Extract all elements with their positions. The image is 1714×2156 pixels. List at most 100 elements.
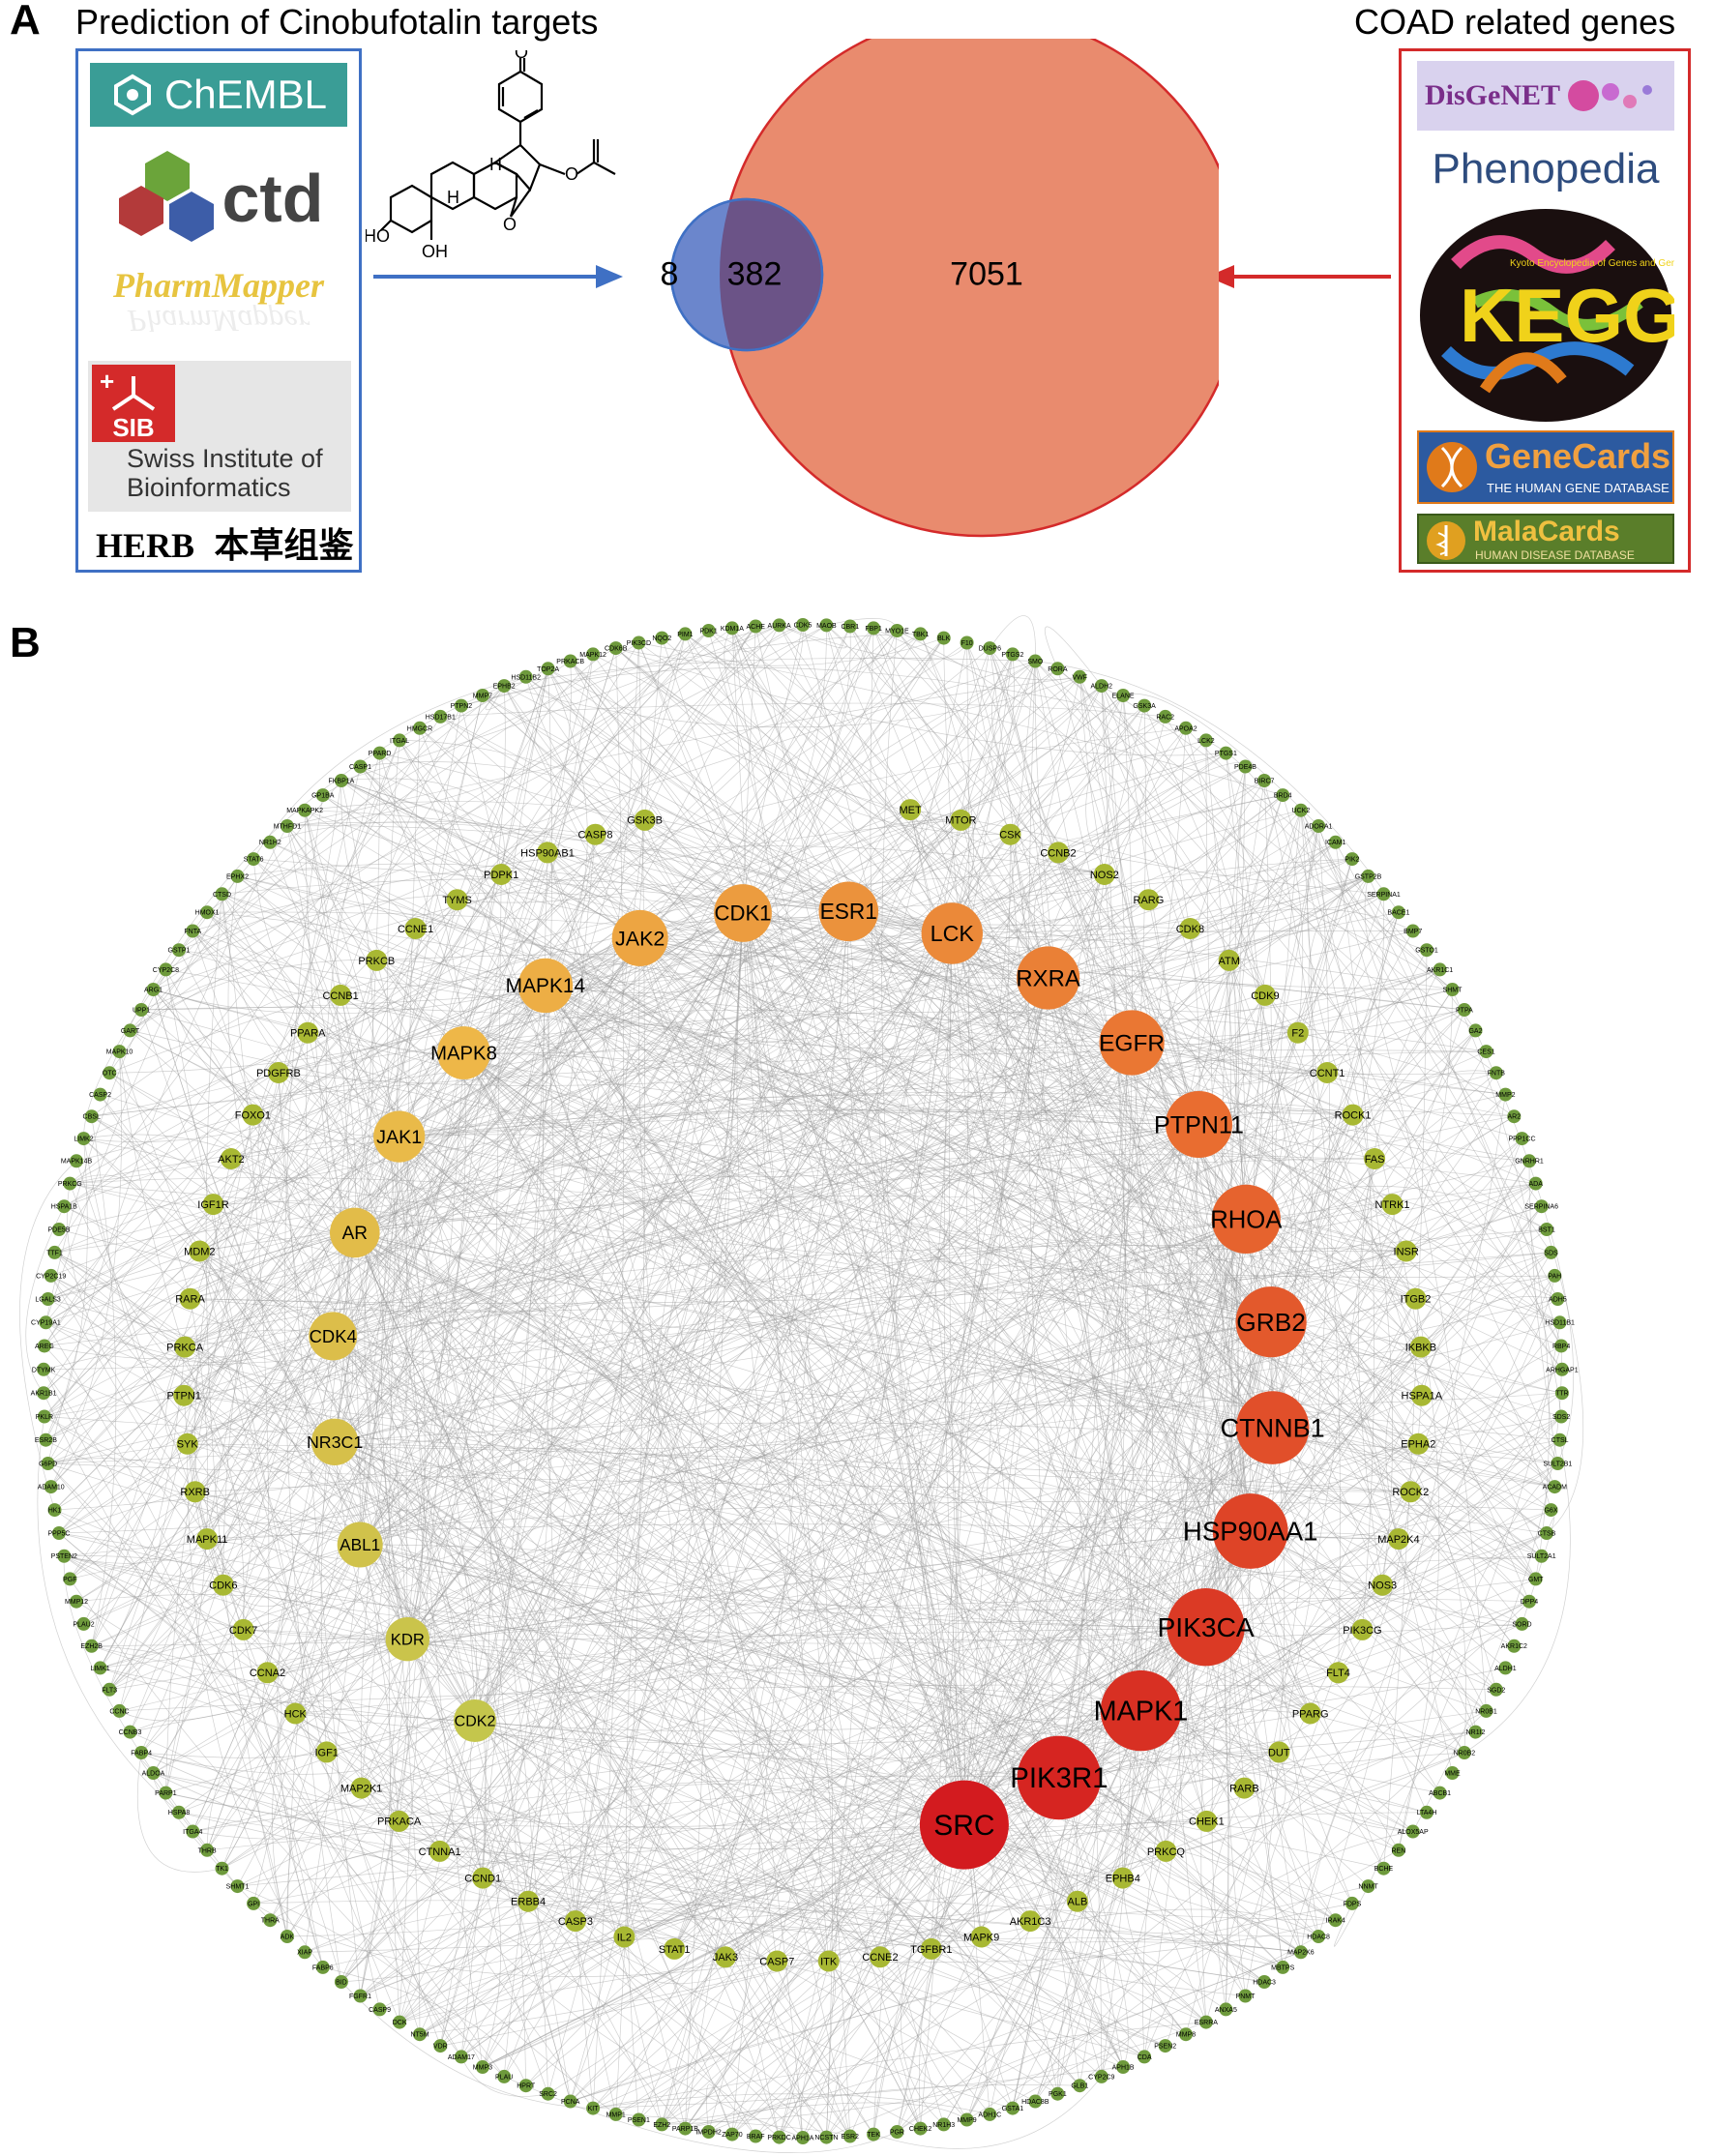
- node-pklr: PKLR: [36, 1409, 53, 1424]
- network-edge: [399, 740, 778, 1962]
- network-edge: [1048, 908, 1413, 979]
- network-edge: [724, 1427, 1273, 1958]
- node-serpina1-label: SERPINA1: [1367, 892, 1401, 899]
- node-rock1-circle: [1342, 1104, 1364, 1126]
- node-shmt1-circle: [230, 1879, 245, 1894]
- network-edge: [399, 911, 849, 2023]
- network-edge: [399, 1136, 1413, 1832]
- node-nr0b2-label: NR0B2: [1454, 1750, 1476, 1757]
- node-nnmt-label: NNMT: [1358, 1884, 1378, 1891]
- node-fbp1-circle: [867, 621, 881, 635]
- node-hsp90aa1-label: HSP90AA1: [1183, 1517, 1318, 1547]
- node-epha2-circle: [1407, 1432, 1430, 1455]
- node-adk-label: ADK: [281, 1934, 295, 1941]
- node-ttr-label: TTR: [1555, 1391, 1569, 1398]
- node-flt4: FLT4: [1326, 1662, 1350, 1684]
- network-edge: [340, 780, 1199, 1125]
- network-edge: [1263, 780, 1341, 1673]
- node-ctnnb1: CTNNB1: [1221, 1391, 1325, 1464]
- node-mdm2-circle: [189, 1240, 211, 1262]
- network-edge: [361, 969, 1440, 1788]
- node-hmox1-label: HMOX1: [195, 910, 220, 917]
- node-adam17-circle: [454, 2050, 468, 2064]
- network-edge: [460, 666, 1187, 729]
- network-edge: [47, 1462, 1411, 1492]
- network-edge: [304, 810, 408, 1639]
- node-anxa5-label: ANXA5: [1215, 2007, 1237, 2014]
- network-edge: [1250, 1252, 1551, 1532]
- node-maob: MAOB: [816, 618, 837, 633]
- node-igf1r-circle: [202, 1194, 224, 1216]
- network-edge: [286, 676, 1080, 827]
- network-edge: [37, 1416, 180, 1814]
- network-edge: [1368, 875, 1562, 1417]
- node-hdac8-label: HDAC8: [1307, 1934, 1330, 1941]
- network-edge: [187, 989, 1453, 1445]
- network-edge: [19, 1161, 77, 1511]
- network-edge: [267, 1336, 334, 1673]
- network-edge: [742, 625, 827, 914]
- node-pik3cg-label: PIK3CG: [1343, 1625, 1381, 1637]
- sib-logo: + SIB Swiss Institute of Bioinformatics: [88, 361, 351, 512]
- node-mmp3-label: MMP3: [473, 2065, 492, 2072]
- node-ar-circle: [330, 1207, 380, 1258]
- network-edge: [399, 647, 990, 1137]
- network-edge: [340, 1877, 484, 1983]
- network-edge: [779, 625, 847, 649]
- node-lck2-label: LCK2: [1197, 738, 1215, 745]
- network-edge: [109, 873, 1105, 1074]
- node-upp1-label: UPP1: [133, 1008, 150, 1015]
- network-edge: [50, 1275, 1280, 1753]
- network-edge: [333, 1336, 1562, 1407]
- network-edge: [206, 911, 965, 1825]
- network-edge: [70, 1579, 505, 2078]
- node-ikbkb: IKBKB: [1405, 1336, 1436, 1358]
- network-edge: [100, 1336, 334, 1669]
- node-top2a: TOP2A: [537, 662, 559, 676]
- node-ppara: PPARA: [290, 1021, 326, 1044]
- network-edge: [192, 845, 1105, 931]
- network-edge: [1012, 1219, 1247, 2109]
- network-edge: [136, 1752, 222, 1873]
- network-edge: [153, 1124, 1199, 1774]
- node-cdk6-circle: [212, 1574, 234, 1596]
- node-egfr: EGFR: [1099, 1010, 1165, 1076]
- network-edge: [165, 1792, 1336, 1921]
- network-edge: [661, 977, 1049, 2125]
- network-edge: [639, 937, 1551, 1511]
- network-edge: [1058, 1601, 1530, 1779]
- network-edge: [50, 1052, 464, 1488]
- svg-text:+: +: [100, 367, 114, 396]
- node-ephx2-circle: [230, 869, 245, 883]
- herb-logo-text: HERB: [96, 526, 195, 565]
- network-edge: [252, 859, 399, 1137]
- node-aurka-circle: [772, 618, 786, 633]
- network-edge: [595, 834, 1272, 1323]
- node-casp9-circle: [372, 2002, 387, 2017]
- network-edge: [222, 894, 270, 1673]
- node-prkaca: PRKACA: [377, 1810, 422, 1832]
- network-edge: [1140, 960, 1246, 1711]
- network-edge: [503, 912, 744, 2077]
- node-ada-label: ADA: [1528, 1181, 1543, 1188]
- node-f2-label: F2: [1291, 1028, 1304, 1040]
- network-edge: [54, 1509, 1036, 2102]
- network-edge: [278, 969, 1440, 1086]
- network-edge: [407, 1639, 1187, 2035]
- genecards-dna-icon: [1427, 442, 1477, 492]
- node-smo: SMO: [1027, 654, 1044, 668]
- network-edge: [1300, 810, 1551, 1254]
- node-pik2-label: PIK2: [1345, 857, 1359, 864]
- node-igf1: IGF1: [314, 1741, 339, 1763]
- node-aldh2-circle: [1094, 679, 1108, 694]
- node-fdps-label: FDPS: [1344, 1901, 1362, 1907]
- node-zap70: ZAP70: [722, 2127, 743, 2141]
- node-chek2: CHEK2: [909, 2121, 931, 2136]
- node-pim1: PIM1: [677, 627, 694, 641]
- network-edge: [870, 628, 965, 1825]
- node-arg1-circle: [146, 983, 161, 996]
- network-edge: [187, 1052, 464, 1444]
- network-edge: [47, 1458, 361, 1546]
- node-blk-label: BLK: [937, 635, 951, 642]
- node-sds2-label: SDS2: [1552, 1414, 1570, 1421]
